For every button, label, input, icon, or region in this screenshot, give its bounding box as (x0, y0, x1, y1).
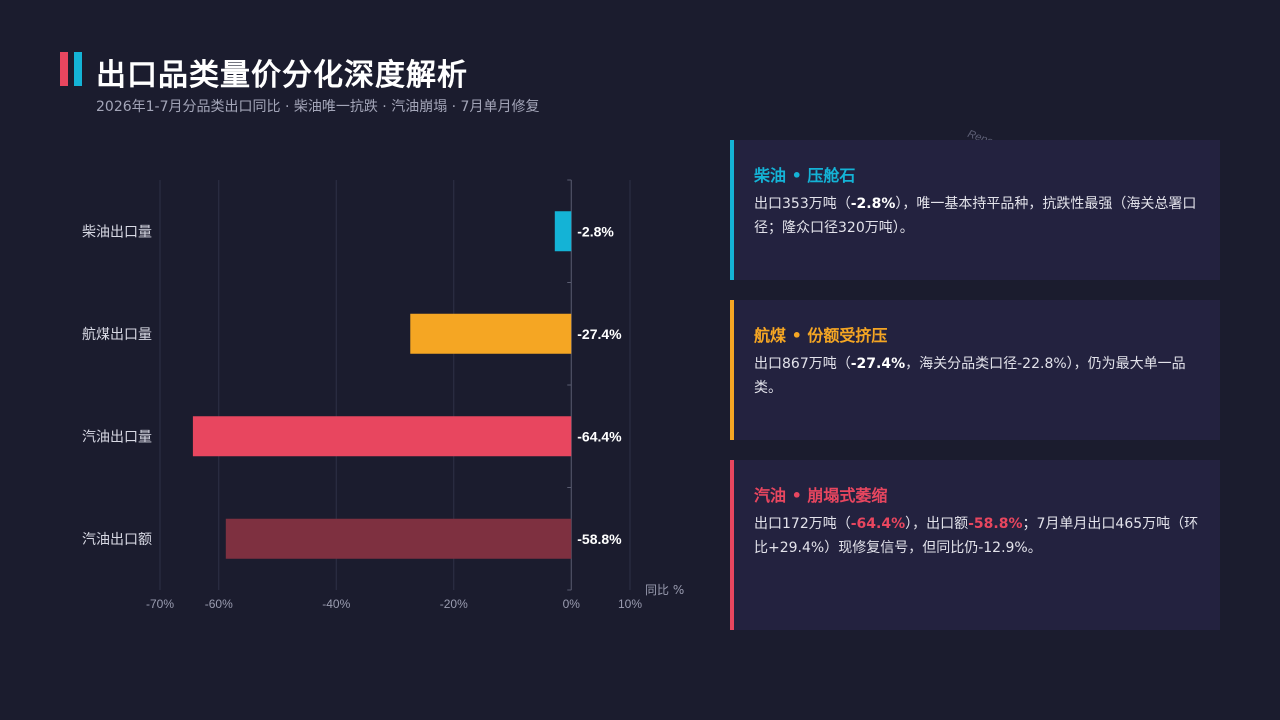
card-text: ；7月单月出口465万吨（环比+29.4%）现修复信号，但同比仍-12.9%。 (754, 516, 1199, 556)
card-body: 出口353万吨（-2.8%），唯一基本持平品种，抗跌性最强（海关总署口径；隆众口… (754, 192, 1204, 240)
tick-label: -40% (322, 597, 350, 611)
category-label: 柴油出口量 (82, 224, 152, 240)
tick-label: -70% (146, 597, 174, 611)
category-label: 汽油出口量 (82, 429, 152, 445)
card-value: -64.4% (850, 516, 906, 532)
value-label: -58.8% (577, 531, 622, 547)
card-text: ，海关分品类口径-22.8%），仍为最大单一品类。 (754, 356, 1186, 396)
red-accent-bar (60, 52, 68, 86)
page-subtitle: 2026年1-7月分品类出口同比 · 柴油唯一抗跌 · 汽油崩塌 · 7月单月修… (96, 99, 540, 115)
bar (554, 211, 572, 252)
card-accent-bar (730, 140, 734, 280)
x-axis-title: 同比 % (645, 583, 684, 597)
card-body: 出口172万吨（-64.4%），出口额-58.8%；7月单月出口465万吨（环比… (754, 512, 1204, 560)
card-title: 汽油 • 崩塌式萎缩 (754, 486, 888, 505)
card-text: ），唯一基本持平品种，抗跌性最强（海关总署口径；隆众口径320万吨）。 (754, 196, 1197, 236)
card-jet-fuel: 航煤 • 份额受挤压 出口867万吨（-27.4%，海关分品类口径-22.8%）… (730, 300, 1220, 440)
category-label: 汽油出口额 (82, 532, 152, 548)
card-value: -27.4% (850, 356, 906, 372)
bar (192, 416, 572, 457)
card-accent-bar (730, 460, 734, 630)
card-accent-bar (730, 300, 734, 440)
card-text: 出口867万吨（ (754, 356, 851, 372)
tick-label: -60% (205, 597, 233, 611)
card-title: 柴油 • 压舱石 (754, 166, 856, 185)
page-title: 出口品类量价分化深度解析 (96, 58, 468, 93)
tick-label: 0% (563, 597, 581, 611)
blue-accent-bar (74, 52, 82, 86)
bar (410, 313, 572, 354)
value-label: -2.8% (577, 223, 614, 239)
tick-label: 10% (618, 597, 642, 611)
card-text: 出口172万吨（ (754, 516, 851, 532)
value-label: -64.4% (577, 428, 622, 444)
yoy-bar-chart: 柴油出口量 -2.8% 航煤出口量 -27.4% 汽油出口量 -64.4% 汽油出口额 -58… (82, 179, 684, 611)
card-text: ），出口额 (905, 516, 969, 532)
bar (225, 518, 572, 559)
title-accent-bars (60, 52, 84, 86)
card-value: -58.8% (968, 516, 1023, 532)
card-value: -2.8% (850, 196, 896, 212)
card-gasoline: 汽油 • 崩塌式萎缩 出口172万吨（-64.4%），出口额-58.8%；7月单… (730, 460, 1220, 630)
card-body: 出口867万吨（-27.4%，海关分品类口径-22.8%），仍为最大单一品类。 (754, 352, 1204, 400)
tick-label: -20% (440, 597, 468, 611)
value-label: -27.4% (577, 326, 622, 342)
card-diesel: 柴油 • 压舱石 出口353万吨（-2.8%），唯一基本持平品种，抗跌性最强（海… (730, 140, 1220, 280)
card-text: 出口353万吨（ (754, 196, 851, 212)
card-title: 航煤 • 份额受挤压 (754, 326, 888, 345)
category-label: 航煤出口量 (82, 327, 152, 343)
